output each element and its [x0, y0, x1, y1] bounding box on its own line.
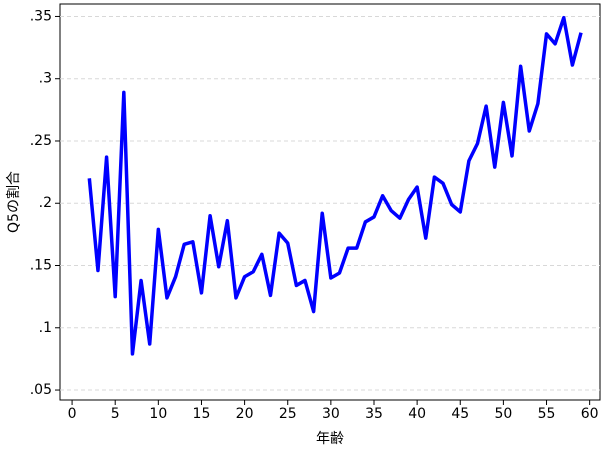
- y-tick-label: .1: [39, 320, 52, 336]
- x-tick-label: 0: [68, 406, 77, 422]
- y-tick-label: .05: [30, 382, 52, 398]
- x-tick-label: 50: [494, 406, 512, 422]
- x-tick-label: 20: [236, 406, 254, 422]
- y-tick-label: .25: [30, 133, 52, 149]
- x-tick-label: 45: [451, 406, 469, 422]
- x-tick-label: 30: [322, 406, 340, 422]
- x-axis-label: 年齢: [316, 431, 344, 447]
- x-tick-label: 10: [149, 406, 167, 422]
- plot-frame: [59, 3, 601, 401]
- y-tick-label: .3: [39, 71, 52, 87]
- x-tick-label: 15: [193, 406, 211, 422]
- y-tick-label: .35: [30, 8, 52, 24]
- y-tick-label: .15: [30, 258, 52, 274]
- y-axis-label: Q5の割合: [5, 171, 22, 233]
- x-tick-label: 5: [111, 406, 120, 422]
- x-tick-label: 25: [279, 406, 297, 422]
- x-tick-label: 40: [408, 406, 426, 422]
- y-tick-label: .2: [39, 195, 52, 211]
- x-tick-label: 60: [581, 406, 599, 422]
- x-tick-label: 55: [538, 406, 556, 422]
- x-tick-label: 35: [365, 406, 383, 422]
- data-line: [87, 15, 583, 356]
